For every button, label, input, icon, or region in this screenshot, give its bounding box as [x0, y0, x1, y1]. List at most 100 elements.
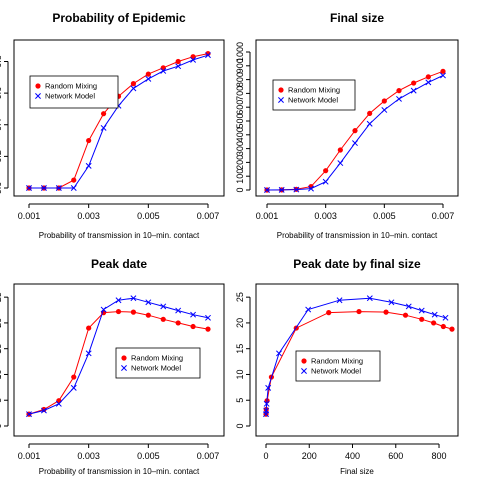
data-point: [175, 320, 181, 326]
data-point: [367, 110, 373, 117]
data-point: [71, 177, 77, 183]
x-tick-label: 800: [432, 451, 447, 461]
legend-label: Network Model: [288, 96, 338, 105]
data-point: [205, 50, 211, 57]
legend-box: [272, 79, 356, 111]
data-point: [431, 311, 438, 318]
chart-panel-2: Final size Probability of transmission in…: [235, 11, 459, 240]
data-point: [305, 306, 312, 313]
legend-label: Random Mixing: [45, 82, 97, 91]
x-tick-label: 0.007: [197, 451, 220, 461]
legend-marker: [278, 97, 284, 103]
data-point: [190, 323, 196, 330]
chart-title: Final size: [330, 11, 384, 25]
y-tick-label: 15: [235, 344, 245, 354]
series-line: [29, 53, 209, 189]
y-tick-label: 800: [235, 72, 245, 87]
x-tick-label: 0.003: [314, 211, 337, 221]
data-point: [278, 186, 285, 193]
data-point: [308, 185, 314, 192]
y-tick-label: 0: [235, 423, 245, 428]
data-point: [337, 160, 344, 167]
data-point: [356, 308, 362, 315]
data-point: [190, 311, 197, 318]
data-point: [352, 128, 358, 134]
data-point: [326, 310, 332, 316]
data-point: [440, 72, 446, 79]
data-point: [205, 326, 211, 332]
chart-panel-1: Probability of Epidemic Probability of tr…: [0, 11, 225, 240]
data-point: [205, 52, 211, 59]
data-point: [26, 411, 32, 418]
data-point: [100, 124, 107, 131]
data-point: [323, 168, 329, 174]
data-point: [40, 185, 47, 191]
data-point: [130, 81, 137, 87]
data-point: [115, 297, 122, 304]
data-point: [115, 308, 122, 315]
series-network-model: [26, 52, 211, 191]
data-point: [293, 186, 300, 193]
data-point: [100, 111, 107, 117]
y-tick-label: 500: [235, 113, 245, 128]
plot-frame: [13, 283, 225, 437]
data-point: [263, 400, 270, 407]
series-network-model: [263, 295, 449, 418]
y-tick-label: 0.0: [0, 182, 3, 195]
legend-label: Random Mixing: [288, 86, 340, 95]
data-point: [26, 185, 32, 191]
chart-panel-3: Peak date Probability of transmission in …: [0, 257, 225, 476]
data-point: [388, 299, 395, 306]
series-network-model: [264, 72, 446, 193]
plot-frame: [255, 283, 459, 437]
legend-marker: [35, 83, 41, 89]
data-point: [175, 58, 181, 65]
y-tick-label: 25: [0, 292, 3, 302]
data-point: [425, 79, 432, 86]
plot-frame: [13, 39, 225, 197]
y-tick-label: 300: [235, 141, 245, 156]
data-point: [145, 75, 152, 82]
y-tick-label: 10: [235, 369, 245, 379]
y-tick-label: 200: [235, 155, 245, 170]
x-tick-label: 0.007: [197, 211, 220, 221]
y-tick-label: 15: [0, 344, 3, 354]
x-tick-label: 0.003: [77, 211, 100, 221]
data-point: [352, 140, 358, 147]
data-point: [419, 316, 425, 322]
y-tick-label: 20: [235, 318, 245, 328]
y-tick-label: 25: [235, 292, 245, 302]
data-point: [55, 400, 62, 407]
x-tick-label: 0.001: [18, 451, 41, 461]
x-tick-label: 0: [263, 451, 268, 461]
data-point: [449, 326, 455, 332]
data-point: [411, 80, 417, 86]
x-tick-label: 0.001: [18, 211, 41, 221]
data-point: [402, 312, 409, 318]
series-random-mixing: [26, 50, 211, 191]
data-point: [55, 185, 62, 191]
y-tick-label: 5: [0, 398, 3, 403]
legend-box: [295, 350, 381, 382]
data-point: [383, 309, 389, 315]
y-tick-label: 5: [235, 398, 245, 403]
data-point: [265, 384, 272, 391]
y-tick-label: 1000: [235, 42, 245, 62]
x-tick-label: 600: [388, 451, 403, 461]
legend-label: Network Model: [45, 92, 95, 101]
y-tick-label: 0.4: [0, 118, 3, 131]
legend-label: Random Mixing: [131, 354, 183, 363]
y-tick-label: 20: [0, 318, 3, 328]
y-tick-label: 0.2: [0, 150, 3, 163]
x-tick-label: 0.005: [373, 211, 396, 221]
data-point: [366, 120, 373, 127]
plot-frame: [255, 39, 459, 197]
y-tick-label: 0: [235, 187, 245, 192]
data-point: [160, 303, 167, 310]
x-axis-label: Probability of transmission in 10–min. c…: [277, 231, 438, 240]
y-tick-label: 400: [235, 127, 245, 142]
